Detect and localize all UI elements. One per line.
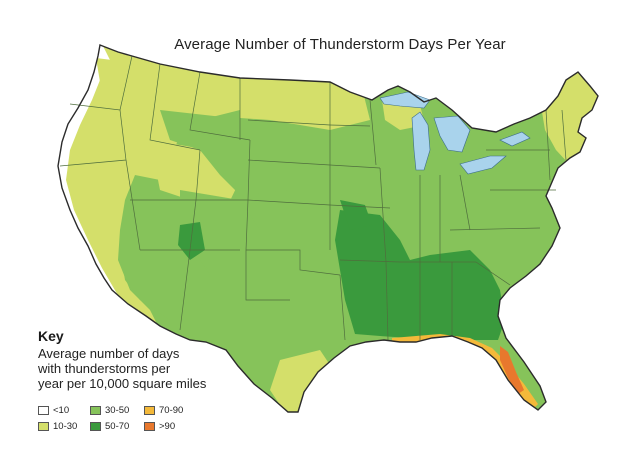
map-title: Average Number of Thunderstorm Days Per … (174, 36, 506, 53)
region-50-70-missouri (340, 200, 372, 230)
legend-swatch-30-50 (90, 405, 101, 415)
legend-label-50-70: 50-70 (105, 420, 130, 432)
key-description-line-2: with thunderstorms per (38, 361, 171, 376)
legend-swatch-10-30 (38, 421, 49, 431)
lake-erie (459, 155, 507, 175)
legend-item-30-50: 30-50 (90, 404, 129, 416)
legend-swatch-gt90 (144, 421, 155, 431)
legend-item-50-70: 50-70 (90, 420, 129, 432)
region-30-50-southwest (120, 245, 210, 320)
legend-label-lt10: <10 (53, 404, 70, 416)
lake-ontario (499, 131, 531, 147)
region-50-70-rockies-patch (178, 222, 205, 260)
region-gt90-florida (500, 346, 524, 394)
key-title: Key (38, 328, 64, 344)
key-description-line-3: year per 10,000 square miles (38, 376, 207, 391)
lake-superior (379, 91, 431, 109)
legend: <10 10-30 30-50 50-70 70-90 >90 (38, 404, 258, 440)
legend-item-10-30: 10-30 (38, 420, 77, 432)
region-10-30-basin (150, 140, 240, 205)
legend-swatch-lt10 (38, 405, 49, 415)
legend-item-gt90: >90 (144, 420, 175, 432)
region-30-50-rockies (160, 110, 330, 195)
key-block: Key Average number of days with thunders… (38, 328, 258, 391)
key-description-line-1: Average number of days (38, 346, 180, 361)
legend-item-lt10: <10 (38, 404, 69, 416)
legend-swatch-50-70 (90, 421, 101, 431)
lake-michigan (411, 111, 431, 171)
legend-label-gt90: >90 (159, 420, 176, 432)
legend-label-30-50: 30-50 (105, 404, 130, 416)
legend-label-70-90: 70-90 (159, 404, 184, 416)
legend-swatch-70-90 (144, 405, 155, 415)
legend-label-10-30: 10-30 (53, 420, 78, 432)
us-outline (57, 44, 599, 413)
region-10-30-wa-patch (96, 58, 112, 82)
legend-item-70-90: 70-90 (144, 404, 183, 416)
state-borders (59, 55, 567, 341)
